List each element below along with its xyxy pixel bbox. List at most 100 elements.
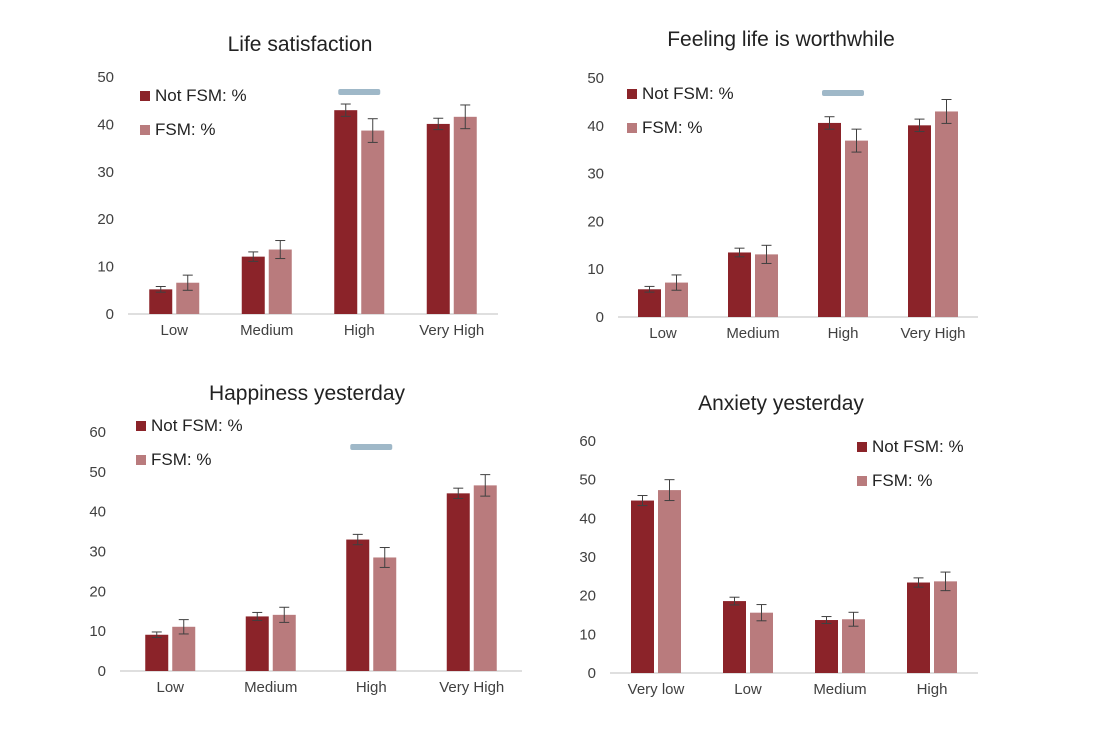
legend-item: Not FSM: % xyxy=(627,84,734,103)
y-tick-label: 10 xyxy=(587,261,604,278)
y-tick-label: 20 xyxy=(97,211,114,228)
legend-item: FSM: % xyxy=(140,120,215,139)
legend: Not FSM: % FSM: % xyxy=(136,416,243,469)
y-tick-label: 30 xyxy=(579,549,596,566)
error-bar xyxy=(367,118,378,143)
y-tick-label: 10 xyxy=(579,626,596,643)
legend-swatch xyxy=(857,476,867,486)
significance-marker xyxy=(338,89,381,95)
significance-marker xyxy=(822,90,864,96)
chart-panel-2: Feeling life is worthwhile 0 10 20 30 40 50 Low… xyxy=(587,28,978,342)
y-tick-label: 10 xyxy=(97,259,114,276)
bar xyxy=(361,130,385,314)
error-bar xyxy=(664,479,675,502)
bar xyxy=(818,122,841,317)
y-tick-label: 40 xyxy=(89,504,106,521)
bar xyxy=(172,626,196,671)
chart-title: Feeling life is worthwhile xyxy=(667,28,895,51)
bar xyxy=(446,493,470,671)
legend-item: FSM: % xyxy=(627,118,702,137)
bar xyxy=(908,125,931,318)
category-label: Very High xyxy=(900,325,965,342)
error-bar xyxy=(151,631,162,639)
error-bar xyxy=(644,285,655,293)
category-label: High xyxy=(356,679,387,696)
y-tick-label: 50 xyxy=(89,464,106,481)
bar xyxy=(346,539,370,671)
error-bar xyxy=(453,487,464,500)
error-bar xyxy=(941,99,952,124)
y-tick-label: 30 xyxy=(587,166,604,183)
error-bar xyxy=(848,611,859,627)
y-tick-label: 20 xyxy=(587,213,604,230)
bar xyxy=(272,614,296,671)
y-tick-label: 60 xyxy=(579,433,596,450)
y-tick-label: 40 xyxy=(579,510,596,527)
error-bar xyxy=(761,244,772,264)
category-label: Low xyxy=(649,325,677,342)
legend-item: Not FSM: % xyxy=(140,86,247,105)
error-bar xyxy=(178,619,189,635)
category-label: High xyxy=(344,322,375,339)
y-tick-label: 0 xyxy=(106,306,114,323)
bar xyxy=(631,500,654,673)
significance-marker xyxy=(350,444,393,450)
error-bar xyxy=(821,616,832,625)
legend-item: Not FSM: % xyxy=(857,437,964,456)
error-bar xyxy=(433,117,444,131)
legend-label: FSM: % xyxy=(151,450,211,469)
bar xyxy=(241,256,265,314)
bar xyxy=(750,612,773,673)
bar xyxy=(426,123,450,315)
y-tick-label: 40 xyxy=(97,116,114,133)
y-tick-label: 0 xyxy=(98,663,106,680)
legend-label: FSM: % xyxy=(155,120,215,139)
legend-item: Not FSM: % xyxy=(136,416,243,435)
bar xyxy=(934,581,957,673)
category-label: Medium xyxy=(726,325,779,342)
y-tick-label: 40 xyxy=(587,118,604,135)
bar xyxy=(728,252,751,317)
chart-panel-1: Life satisfaction 0 10 20 30 40 50 Low Medium Hig… xyxy=(97,33,498,339)
bar xyxy=(658,490,681,673)
category-label: Medium xyxy=(813,681,866,698)
legend-label: FSM: % xyxy=(642,118,702,137)
bar xyxy=(334,110,358,315)
error-bar xyxy=(340,103,351,117)
y-tick-label: 0 xyxy=(596,309,604,326)
bar xyxy=(145,634,169,671)
chart-title: Anxiety yesterday xyxy=(698,392,864,415)
bar xyxy=(176,282,200,314)
error-bar xyxy=(671,274,682,291)
legend-swatch xyxy=(627,89,637,99)
category-label: Very High xyxy=(439,679,504,696)
bar xyxy=(245,616,269,671)
bar xyxy=(842,619,865,673)
bar xyxy=(638,289,661,317)
bar xyxy=(755,254,778,317)
legend-label: Not FSM: % xyxy=(642,84,734,103)
error-bar xyxy=(352,533,363,546)
error-bar xyxy=(480,474,491,497)
error-bar xyxy=(637,495,648,507)
error-bar xyxy=(248,251,259,262)
chart-panel-4: Anxiety yesterday 0 10 20 30 40 50 60 Very low Lo… xyxy=(579,392,978,698)
legend-swatch xyxy=(857,442,867,452)
y-tick-label: 50 xyxy=(579,472,596,489)
legend-swatch xyxy=(140,125,150,135)
y-tick-label: 20 xyxy=(579,588,596,605)
bar xyxy=(723,601,746,673)
legend-swatch xyxy=(136,455,146,465)
y-tick-label: 60 xyxy=(89,424,106,441)
category-label: Low xyxy=(160,322,188,339)
legend-swatch xyxy=(136,421,146,431)
legend-label: Not FSM: % xyxy=(872,437,964,456)
bar xyxy=(845,140,868,317)
y-tick-label: 30 xyxy=(97,164,114,181)
legend-item: FSM: % xyxy=(136,450,211,469)
legend: Not FSM: % FSM: % xyxy=(627,84,734,137)
y-tick-label: 50 xyxy=(97,69,114,86)
error-bar xyxy=(734,247,745,258)
legend: Not FSM: % FSM: % xyxy=(857,437,964,490)
chart-title: Happiness yesterday xyxy=(209,382,406,405)
